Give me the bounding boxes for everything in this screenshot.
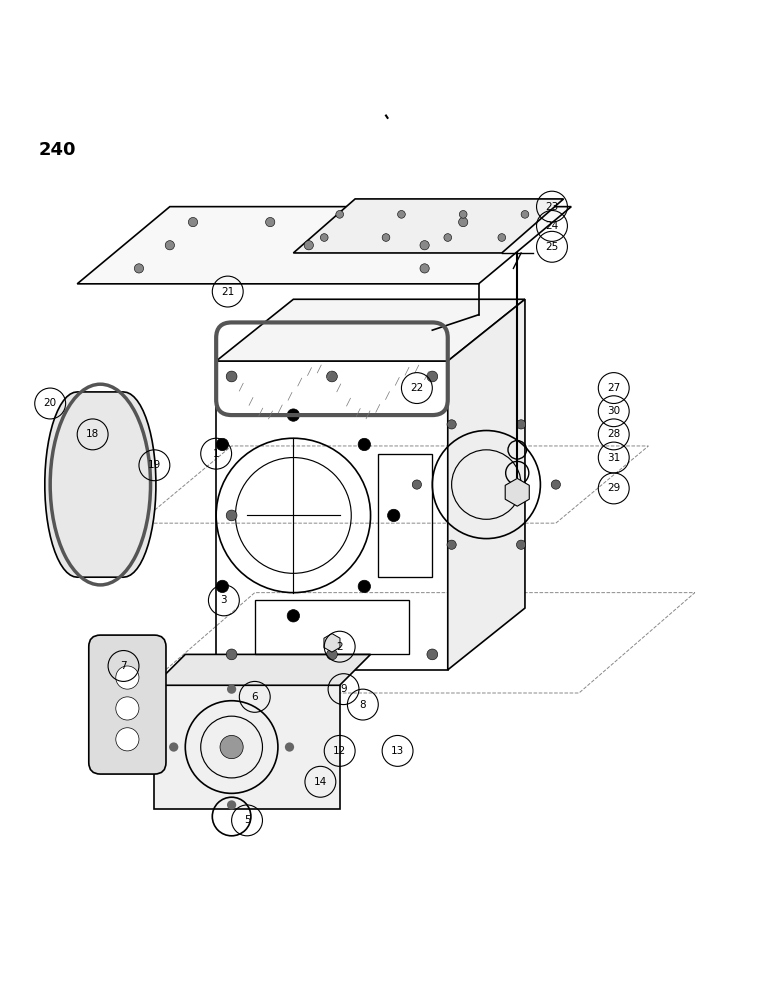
Circle shape: [188, 217, 198, 227]
Circle shape: [498, 234, 506, 241]
Polygon shape: [154, 654, 371, 685]
Circle shape: [226, 371, 237, 382]
Circle shape: [285, 742, 294, 752]
Circle shape: [551, 480, 560, 489]
Circle shape: [398, 211, 405, 218]
Circle shape: [358, 580, 371, 593]
Circle shape: [336, 211, 344, 218]
Circle shape: [304, 241, 313, 250]
Circle shape: [427, 649, 438, 660]
Text: 240: 240: [39, 141, 76, 159]
Text: 14: 14: [313, 777, 327, 787]
Circle shape: [447, 420, 456, 429]
Circle shape: [327, 649, 337, 660]
Text: 1: 1: [213, 449, 219, 459]
Circle shape: [459, 217, 468, 227]
Circle shape: [388, 509, 400, 522]
Circle shape: [227, 800, 236, 810]
Polygon shape: [154, 685, 340, 809]
Circle shape: [327, 371, 337, 382]
Text: 8: 8: [360, 700, 366, 710]
Text: 27: 27: [607, 383, 621, 393]
Polygon shape: [293, 199, 564, 253]
Circle shape: [459, 211, 467, 218]
Polygon shape: [505, 478, 530, 506]
Circle shape: [412, 480, 422, 489]
Circle shape: [227, 685, 236, 694]
Circle shape: [420, 264, 429, 273]
Circle shape: [226, 510, 237, 521]
Circle shape: [521, 211, 529, 218]
Polygon shape: [324, 634, 340, 652]
Text: 20: 20: [43, 398, 57, 408]
Text: 5: 5: [244, 815, 250, 825]
Text: 28: 28: [607, 429, 621, 439]
Text: 23: 23: [545, 202, 559, 212]
Text: 9: 9: [340, 684, 347, 694]
Circle shape: [516, 420, 526, 429]
Text: 30: 30: [607, 406, 621, 416]
Circle shape: [447, 540, 456, 549]
Text: 13: 13: [391, 746, 405, 756]
Polygon shape: [77, 207, 571, 284]
Text: 31: 31: [607, 453, 621, 463]
Circle shape: [220, 735, 243, 759]
Circle shape: [134, 264, 144, 273]
Polygon shape: [45, 392, 156, 577]
Text: 6: 6: [252, 692, 258, 702]
Polygon shape: [216, 299, 525, 361]
Text: 7: 7: [120, 661, 127, 671]
Circle shape: [444, 234, 452, 241]
Circle shape: [382, 234, 390, 241]
Circle shape: [320, 234, 328, 241]
Circle shape: [358, 438, 371, 451]
Circle shape: [216, 438, 229, 451]
Circle shape: [165, 241, 174, 250]
FancyBboxPatch shape: [89, 635, 166, 774]
Text: 29: 29: [607, 483, 621, 493]
Circle shape: [266, 217, 275, 227]
Circle shape: [516, 540, 526, 549]
Text: 12: 12: [333, 746, 347, 756]
Circle shape: [420, 241, 429, 250]
Circle shape: [287, 610, 300, 622]
Text: 19: 19: [147, 460, 161, 470]
Circle shape: [169, 742, 178, 752]
Polygon shape: [448, 299, 525, 670]
Text: 18: 18: [86, 429, 100, 439]
Text: 24: 24: [545, 221, 559, 231]
Text: 25: 25: [545, 242, 559, 252]
Circle shape: [226, 649, 237, 660]
Circle shape: [116, 697, 139, 720]
Circle shape: [427, 371, 438, 382]
Text: 2: 2: [337, 642, 343, 652]
Text: 3: 3: [221, 595, 227, 605]
Text: 21: 21: [221, 287, 235, 297]
Circle shape: [216, 580, 229, 593]
Circle shape: [116, 666, 139, 689]
Circle shape: [116, 728, 139, 751]
Text: 22: 22: [410, 383, 424, 393]
Circle shape: [287, 409, 300, 421]
